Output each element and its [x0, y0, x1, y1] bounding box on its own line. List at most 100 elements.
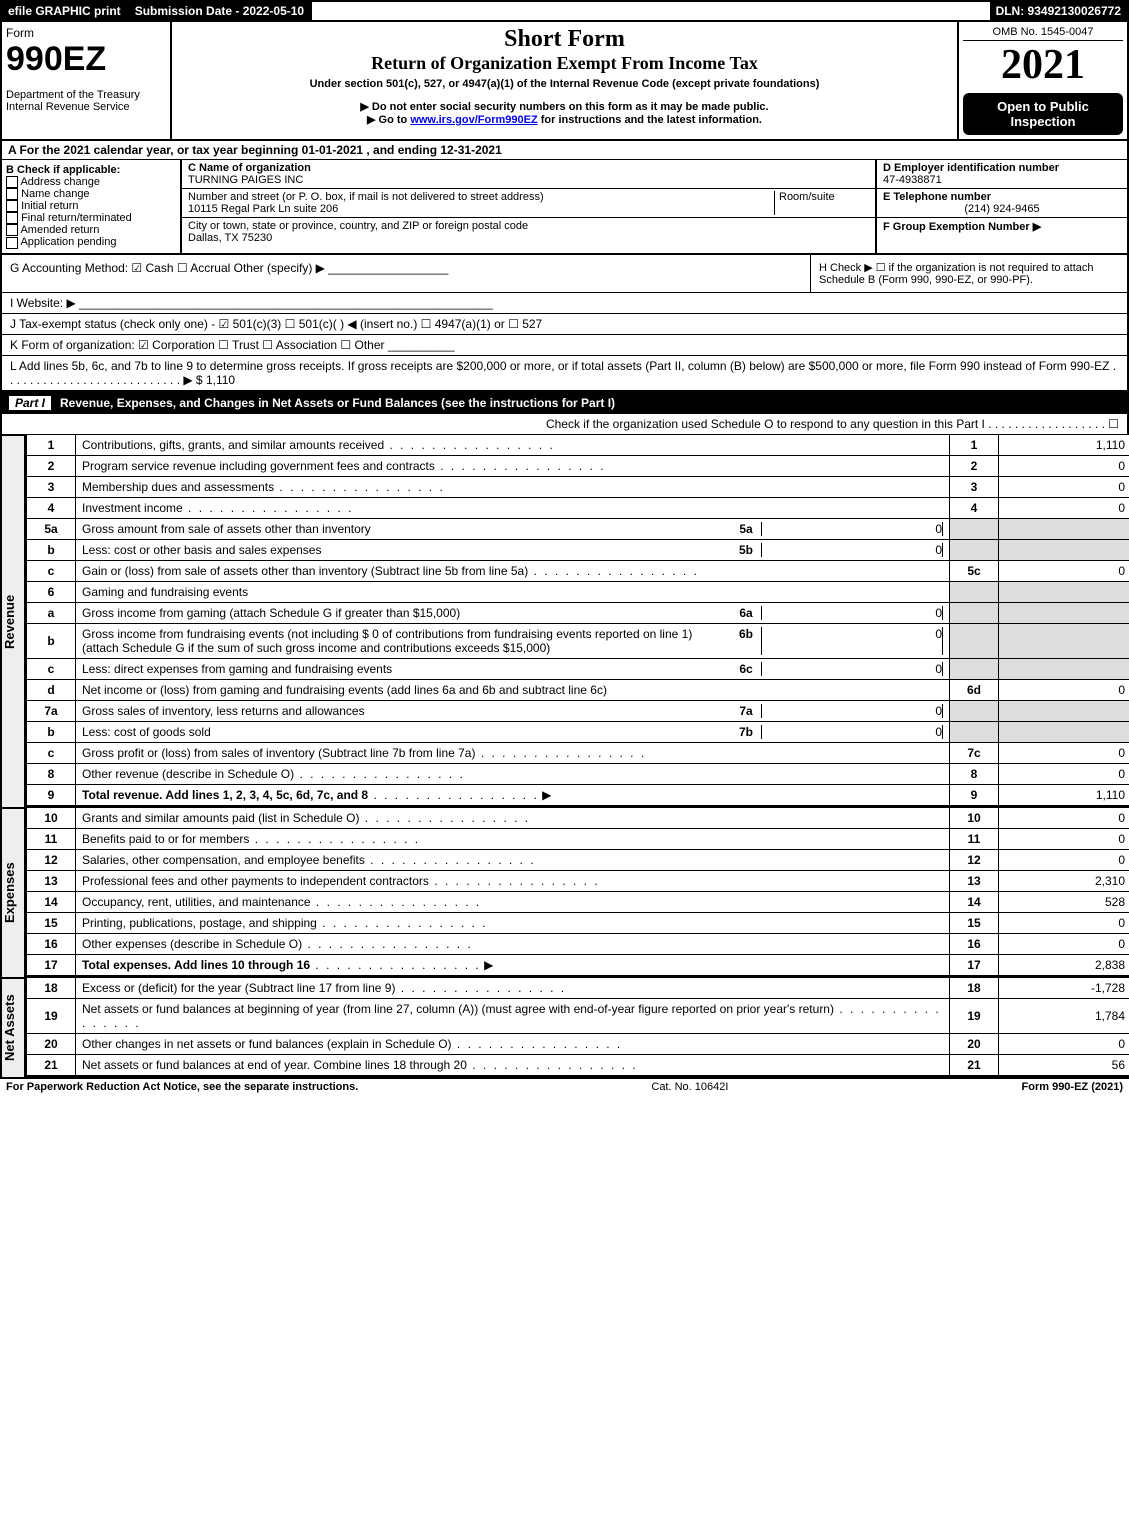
- line-5b-sub: 5b: [731, 543, 762, 557]
- chk-application-pending[interactable]: [6, 237, 18, 249]
- line-17-amt: 2,838: [999, 955, 1129, 976]
- line-6a-subamt: 0: [762, 606, 943, 620]
- part-label: Part I: [8, 395, 52, 411]
- opt-amended-return: Amended return: [20, 224, 99, 236]
- page-footer: For Paperwork Reduction Act Notice, see …: [0, 1078, 1129, 1095]
- form-number: 990EZ: [6, 40, 166, 79]
- line-14-desc: Occupancy, rent, utilities, and maintena…: [82, 895, 311, 909]
- line-1-desc: Contributions, gifts, grants, and simila…: [82, 438, 384, 452]
- c-name-label: C Name of organization: [188, 162, 311, 174]
- title-short-form: Short Form: [176, 26, 953, 53]
- line-5c-desc: Gain or (loss) from sale of assets other…: [82, 564, 528, 578]
- line-15-desc: Printing, publications, postage, and shi…: [82, 916, 317, 930]
- line-7a-desc: Gross sales of inventory, less returns a…: [82, 704, 731, 718]
- line-6c-sub: 6c: [731, 662, 762, 676]
- chk-initial-return[interactable]: [6, 200, 18, 212]
- line-6b-desc: Gross income from fundraising events (no…: [82, 627, 731, 655]
- chk-amended-return[interactable]: [6, 224, 18, 236]
- line-14-box: 14: [950, 892, 999, 913]
- ein: 47-4938871: [883, 174, 942, 186]
- line-5c-box: 5c: [950, 561, 999, 582]
- part1-sub: Check if the organization used Schedule …: [0, 414, 1129, 435]
- opt-final-return: Final return/terminated: [21, 212, 132, 224]
- line-12-desc: Salaries, other compensation, and employ…: [82, 853, 365, 867]
- line-8-box: 8: [950, 764, 999, 785]
- chk-name-change[interactable]: [6, 188, 18, 200]
- line-6a-desc: Gross income from gaming (attach Schedul…: [82, 606, 731, 620]
- line-21-amt: 56: [999, 1055, 1129, 1076]
- expenses-section: Expenses 10Grants and similar amounts pa…: [0, 808, 1129, 978]
- line-4-amt: 0: [999, 498, 1129, 519]
- row-h: H Check ▶ ☐ if the organization is not r…: [810, 255, 1127, 292]
- line-7b-desc: Less: cost of goods sold: [82, 725, 731, 739]
- line-9-desc: Total revenue. Add lines 1, 2, 3, 4, 5c,…: [82, 788, 368, 802]
- line-13-desc: Professional fees and other payments to …: [82, 874, 429, 888]
- row-j: J Tax-exempt status (check only one) - ☑…: [0, 314, 1129, 335]
- chk-final-return[interactable]: [6, 212, 18, 224]
- open-to-public: Open to Public Inspection: [963, 93, 1123, 135]
- form-label: Form: [6, 26, 166, 40]
- c-room-label: Room/suite: [779, 191, 835, 203]
- line-3-amt: 0: [999, 477, 1129, 498]
- tax-year: 2021: [963, 41, 1123, 89]
- line-13-box: 13: [950, 871, 999, 892]
- c-city-label: City or town, state or province, country…: [188, 220, 528, 232]
- line-6c-subamt: 0: [762, 662, 943, 676]
- subtitle: Under section 501(c), 527, or 4947(a)(1)…: [176, 78, 953, 90]
- line-13-amt: 2,310: [999, 871, 1129, 892]
- chk-address-change[interactable]: [6, 176, 18, 188]
- line-19-desc: Net assets or fund balances at beginning…: [82, 1002, 834, 1016]
- e-label: E Telephone number: [883, 191, 991, 203]
- org-city: Dallas, TX 75230: [188, 232, 272, 244]
- note-ssn: ▶ Do not enter social security numbers o…: [176, 100, 953, 113]
- line-4-desc: Investment income: [82, 501, 183, 515]
- footer-mid: Cat. No. 10642I: [358, 1081, 1021, 1093]
- line-11-desc: Benefits paid to or for members: [82, 832, 249, 846]
- f-label: F Group Exemption Number ▶: [883, 221, 1041, 233]
- col-c: C Name of organization TURNING PAIGES IN…: [182, 160, 877, 253]
- top-bar: efile GRAPHIC print Submission Date - 20…: [0, 0, 1129, 22]
- note-link: ▶ Go to www.irs.gov/Form990EZ for instru…: [176, 113, 953, 126]
- line-5b-desc: Less: cost or other basis and sales expe…: [82, 543, 731, 557]
- line-19-box: 19: [950, 999, 999, 1034]
- line-20-box: 20: [950, 1034, 999, 1055]
- row-g: G Accounting Method: ☑ Cash ☐ Accrual Ot…: [2, 255, 810, 292]
- line-2-amt: 0: [999, 456, 1129, 477]
- line-21-desc: Net assets or fund balances at end of ye…: [82, 1058, 467, 1072]
- org-street: 10115 Regal Park Ln suite 206: [188, 203, 338, 215]
- line-6-desc: Gaming and fundraising events: [76, 582, 950, 603]
- line-10-amt: 0: [999, 808, 1129, 829]
- line-5a-sub: 5a: [731, 522, 762, 536]
- opt-name-change: Name change: [21, 188, 90, 200]
- line-6d-box: 6d: [950, 680, 999, 701]
- b-label: B Check if applicable:: [6, 164, 120, 176]
- line-20-amt: 0: [999, 1034, 1129, 1055]
- revenue-section: Revenue 1Contributions, gifts, grants, a…: [0, 435, 1129, 808]
- line-20-desc: Other changes in net assets or fund bala…: [82, 1037, 452, 1051]
- line-5c-amt: 0: [999, 561, 1129, 582]
- footer-right: Form 990-EZ (2021): [1022, 1081, 1123, 1093]
- irs-link[interactable]: www.irs.gov/Form990EZ: [410, 114, 537, 126]
- line-16-amt: 0: [999, 934, 1129, 955]
- block-bcdef: B Check if applicable: Address change Na…: [0, 159, 1129, 255]
- part1-title: Revenue, Expenses, and Changes in Net As…: [60, 396, 615, 410]
- department: Department of the Treasury Internal Reve…: [6, 89, 166, 113]
- line-7c-box: 7c: [950, 743, 999, 764]
- col-def: D Employer identification number 47-4938…: [877, 160, 1127, 253]
- opt-address-change: Address change: [20, 176, 100, 188]
- row-i: I Website: ▶ ___________________________…: [0, 293, 1129, 314]
- line-5b-subamt: 0: [762, 543, 943, 557]
- line-15-amt: 0: [999, 913, 1129, 934]
- line-2-desc: Program service revenue including govern…: [82, 459, 435, 473]
- line-6d-desc: Net income or (loss) from gaming and fun…: [82, 683, 607, 697]
- line-10-box: 10: [950, 808, 999, 829]
- efile-print[interactable]: efile GRAPHIC print: [2, 2, 129, 20]
- line-16-box: 16: [950, 934, 999, 955]
- line-5a-subamt: 0: [762, 522, 943, 536]
- line-17-box: 17: [950, 955, 999, 976]
- line-18-box: 18: [950, 978, 999, 999]
- line-7b-sub: 7b: [731, 725, 762, 739]
- line-12-amt: 0: [999, 850, 1129, 871]
- line-1-amt: 1,110: [999, 435, 1129, 456]
- row-l: L Add lines 5b, 6c, and 7b to line 9 to …: [0, 356, 1129, 392]
